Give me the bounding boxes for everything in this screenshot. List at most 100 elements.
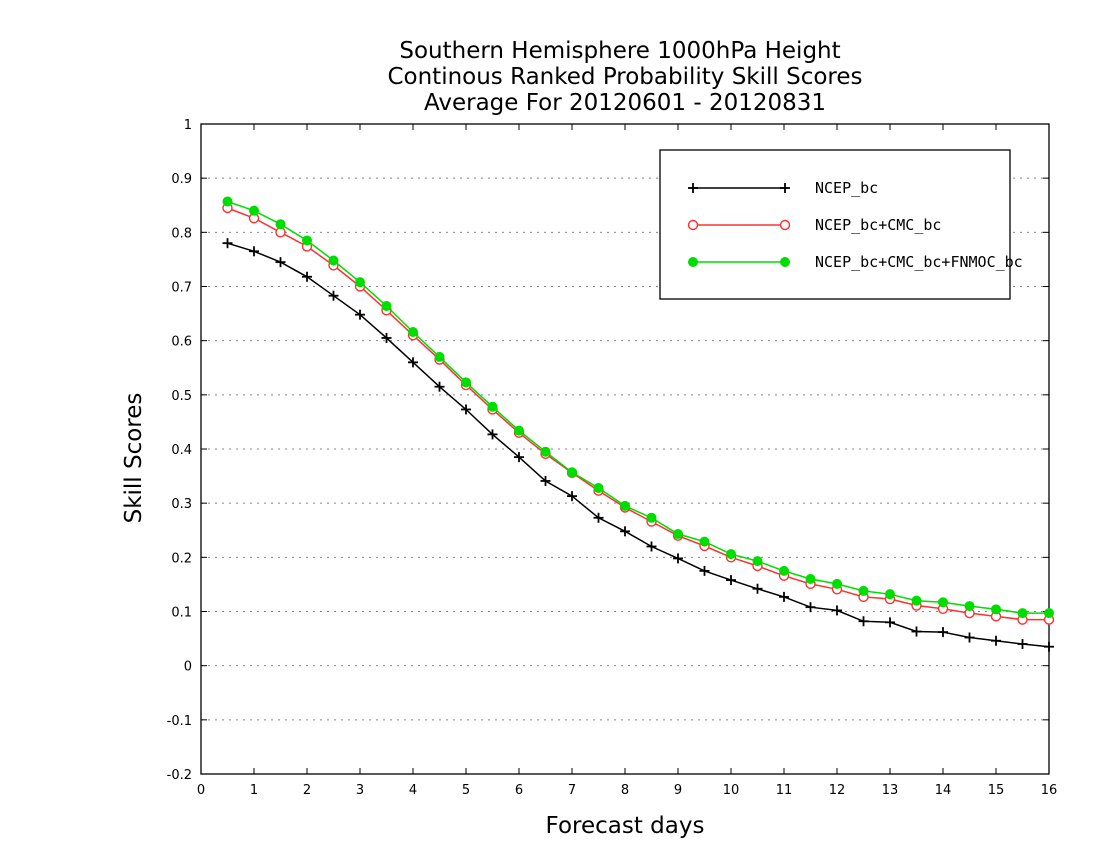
data-point bbox=[302, 235, 312, 246]
data-point bbox=[275, 219, 286, 230]
data-point bbox=[885, 589, 895, 600]
data-point bbox=[726, 575, 736, 586]
data-point bbox=[1017, 608, 1028, 619]
y-axis-title: Skill Scores bbox=[121, 393, 147, 524]
data-point bbox=[858, 616, 869, 627]
y-tick-label: 0.1 bbox=[171, 606, 192, 621]
data-point bbox=[567, 491, 577, 502]
data-point bbox=[911, 626, 922, 637]
x-tick-label: 6 bbox=[515, 783, 523, 798]
data-point bbox=[381, 332, 392, 343]
y-tick-label: -0.1 bbox=[167, 714, 192, 729]
y-tick-label: 0.9 bbox=[171, 172, 192, 187]
data-point bbox=[355, 277, 365, 288]
legend-marker bbox=[687, 219, 699, 231]
x-tick-label: 8 bbox=[621, 783, 629, 798]
x-tick-label: 7 bbox=[568, 783, 576, 798]
x-tick-label: 12 bbox=[829, 783, 846, 798]
y-axis-ticks: -0.2 -0.1 0 0.1 0.2 0.3 0.4 0.5 0.6 0.7 0.8 0.9 1 bbox=[167, 118, 1049, 783]
legend-label: NCEP_bc+CMC_bc bbox=[815, 216, 941, 234]
data-point bbox=[911, 595, 922, 606]
data-point bbox=[461, 404, 471, 415]
data-point bbox=[408, 357, 418, 368]
legend-marker bbox=[688, 257, 698, 267]
legend-label: NCEP_bc bbox=[815, 179, 878, 197]
y-tick-label: 0 bbox=[184, 660, 192, 675]
data-point bbox=[752, 583, 763, 594]
y-tick-label: 0.5 bbox=[171, 389, 192, 404]
data-point bbox=[355, 309, 365, 320]
x-tick-label: 11 bbox=[776, 783, 793, 798]
y-tick-label: 1 bbox=[184, 118, 192, 133]
data-point bbox=[540, 475, 551, 486]
data-point bbox=[381, 301, 392, 311]
data-point bbox=[593, 483, 604, 493]
data-point bbox=[434, 351, 445, 362]
chart-title: Southern Hemisphere 1000hPa Height Conti… bbox=[387, 38, 862, 116]
x-tick-label: 1 bbox=[250, 783, 258, 798]
x-tick-label: 5 bbox=[462, 783, 470, 798]
data-point bbox=[673, 553, 683, 564]
data-point bbox=[779, 591, 789, 602]
data-point bbox=[699, 565, 710, 576]
data-point bbox=[964, 601, 975, 612]
x-tick-label: 16 bbox=[1041, 783, 1058, 798]
y-tick-label: 0.3 bbox=[171, 497, 192, 512]
legend-label: NCEP_bc+CMC_bc+FNMOC_bc bbox=[815, 253, 1023, 271]
x-tick-label: 9 bbox=[674, 783, 682, 798]
data-point bbox=[222, 196, 233, 207]
data-point bbox=[991, 635, 1001, 646]
data-point bbox=[1017, 639, 1028, 649]
data-point bbox=[249, 205, 259, 216]
data-point bbox=[302, 271, 312, 282]
data-point bbox=[620, 500, 630, 511]
data-point bbox=[885, 617, 895, 628]
data-point bbox=[514, 425, 524, 436]
legend-item: NCEP_bc+CMC_bc bbox=[687, 216, 941, 234]
data-point bbox=[832, 578, 842, 589]
x-tick-label: 10 bbox=[723, 783, 740, 798]
data-point bbox=[461, 377, 471, 388]
data-point bbox=[805, 602, 816, 613]
data-point bbox=[1044, 608, 1054, 619]
data-point bbox=[249, 246, 259, 257]
x-axis-title: Forecast days bbox=[546, 813, 705, 839]
x-tick-label: 3 bbox=[356, 783, 364, 798]
x-tick-label: 0 bbox=[197, 783, 205, 798]
series-3 bbox=[222, 196, 1054, 619]
x-tick-label: 14 bbox=[935, 783, 952, 798]
data-point bbox=[938, 627, 948, 638]
legend-item: NCEP_bc bbox=[688, 179, 878, 197]
legend-item: NCEP_bc+CMC_bc+FNMOC_bc bbox=[688, 253, 1023, 271]
data-point bbox=[699, 536, 710, 547]
x-axis-ticks: 0 1 2 3 4 5 6 7 8 9 10 11 12 13 14 15 16 bbox=[197, 124, 1057, 798]
data-point bbox=[726, 549, 736, 560]
data-point bbox=[434, 381, 445, 392]
data-point bbox=[328, 255, 339, 266]
data-point bbox=[408, 327, 418, 337]
series-1 bbox=[222, 238, 1054, 652]
data-point bbox=[275, 257, 286, 268]
data-point bbox=[222, 238, 233, 249]
data-point bbox=[487, 429, 498, 440]
data-point bbox=[991, 604, 1001, 615]
data-point bbox=[487, 401, 498, 412]
data-point bbox=[938, 597, 948, 608]
title-line-1: Southern Hemisphere 1000hPa Height bbox=[399, 38, 840, 64]
x-tick-label: 4 bbox=[409, 783, 417, 798]
series-layer bbox=[222, 196, 1055, 652]
y-tick-label: 0.4 bbox=[171, 443, 192, 458]
data-point bbox=[1044, 641, 1054, 652]
data-point bbox=[646, 512, 657, 523]
y-tick-label: 0.7 bbox=[171, 281, 192, 296]
data-point bbox=[858, 585, 869, 596]
legend-marker bbox=[780, 257, 790, 267]
data-point bbox=[673, 529, 683, 540]
y-tick-label: 0.2 bbox=[171, 551, 192, 566]
data-point bbox=[540, 446, 551, 457]
data-point bbox=[593, 512, 604, 523]
y-tick-label: 0.8 bbox=[171, 226, 192, 241]
data-point bbox=[646, 541, 657, 552]
data-point bbox=[328, 290, 339, 301]
legend-marker bbox=[688, 183, 698, 193]
